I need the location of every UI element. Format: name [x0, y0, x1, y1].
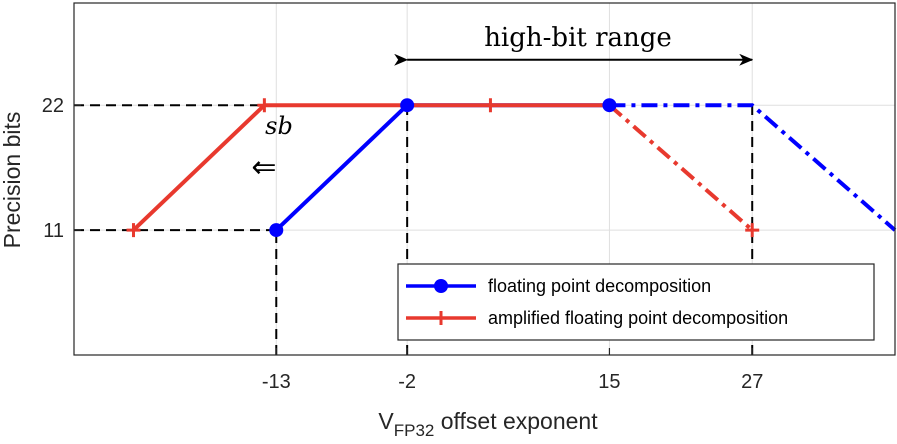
x-tick-label: -2 [398, 371, 416, 393]
x-tick-label: 27 [741, 371, 763, 393]
axis-ticks [74, 104, 753, 355]
series-line-fp-dashdot [609, 103, 897, 232]
sb-label: sb [265, 112, 293, 140]
high-bit-range-label: high-bit range [484, 23, 672, 53]
data-point-amplified [257, 98, 272, 113]
y-axis-label: Precision bits [0, 112, 25, 249]
annotations: high-bit range sb ⇐ [251, 23, 754, 185]
legend-marker-plus [434, 311, 448, 325]
y-tick-label: 11 [43, 220, 64, 242]
axis-tick-labels: -13 -2 15 27 11 22 [42, 95, 764, 393]
x-tick-label: -13 [262, 371, 291, 393]
series-line-amplified-solid [132, 103, 610, 232]
data-point-amplified [745, 223, 760, 238]
series-markers [126, 98, 760, 238]
data-point-fp [400, 98, 415, 113]
legend: floating point decomposition amplified f… [397, 263, 875, 341]
legend-label-fp: floating point decomposition [488, 276, 711, 296]
series-line-amplified-dashdot [608, 103, 754, 232]
series-lines [132, 103, 897, 232]
legend-label-amplified: amplified floating point decomposition [488, 308, 788, 328]
series-line-fp-solid [274, 103, 610, 232]
x-tick-label: 15 [598, 371, 620, 393]
plot-area-border [73, 2, 896, 356]
data-point-fp [269, 223, 284, 238]
legend-marker-circle [434, 279, 448, 293]
data-point-amplified [126, 223, 141, 238]
y-tick-label: 22 [42, 95, 64, 117]
left-double-arrow-icon: ⇐ [251, 150, 276, 185]
data-point-fp [602, 98, 617, 113]
legend-box [397, 263, 875, 341]
x-axis-label: VFP32 offset exponent [378, 408, 598, 440]
data-point-amplified [483, 98, 498, 113]
